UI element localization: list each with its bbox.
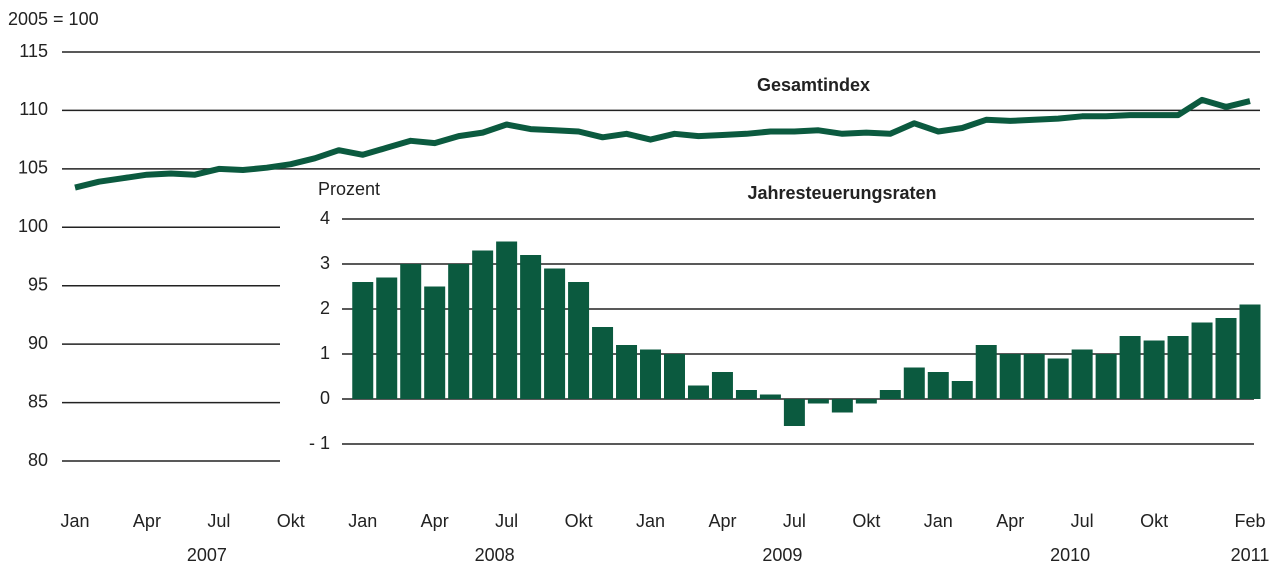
bar bbox=[1023, 354, 1045, 399]
bar bbox=[903, 367, 925, 399]
line bbox=[74, 96, 1251, 191]
bar bbox=[999, 354, 1021, 399]
bar bbox=[783, 399, 805, 426]
year-label: 2009 bbox=[762, 545, 802, 565]
bar bbox=[807, 399, 829, 404]
bar bbox=[687, 385, 709, 399]
bar bbox=[616, 345, 638, 399]
inset-y-tick-label: - 1 bbox=[309, 433, 330, 453]
bar bbox=[400, 264, 422, 399]
year-label: 2008 bbox=[475, 545, 515, 565]
x-tick-label: Okt bbox=[565, 511, 593, 531]
bar bbox=[1095, 354, 1117, 399]
year-label: 2010 bbox=[1050, 545, 1090, 565]
inset-y-tick-label: 3 bbox=[320, 253, 330, 273]
year-label: 2011 bbox=[1231, 545, 1270, 565]
bar bbox=[759, 394, 781, 399]
x-tick-label: Jan bbox=[924, 511, 953, 531]
bar bbox=[663, 354, 685, 399]
x-tick-label: Apr bbox=[996, 511, 1024, 531]
bar bbox=[831, 399, 853, 413]
x-tick-label: Jul bbox=[207, 511, 230, 531]
y-tick-label: 115 bbox=[19, 41, 48, 61]
inset-y-tick-label: 0 bbox=[320, 388, 330, 408]
inset-title: Jahresteuerungsraten bbox=[747, 183, 936, 203]
bar bbox=[376, 277, 398, 399]
bar bbox=[1047, 358, 1069, 399]
x-tick-label: Apr bbox=[421, 511, 449, 531]
x-tick-label: Apr bbox=[708, 511, 736, 531]
bar bbox=[855, 399, 877, 404]
year-label: 2007 bbox=[187, 545, 227, 565]
bar bbox=[640, 349, 662, 399]
bar bbox=[975, 345, 997, 399]
bar bbox=[448, 264, 470, 399]
x-tick-label: Jan bbox=[636, 511, 665, 531]
inset-y-label: Prozent bbox=[318, 179, 380, 199]
bar bbox=[1191, 322, 1213, 399]
x-tick-label: Feb bbox=[1234, 511, 1265, 531]
y-tick-label: 110 bbox=[19, 99, 48, 119]
bar bbox=[592, 327, 614, 399]
x-tick-label: Jan bbox=[348, 511, 377, 531]
y-tick-label: 85 bbox=[28, 391, 48, 411]
y-tick-label: 95 bbox=[28, 274, 48, 294]
bar bbox=[927, 372, 949, 399]
bar bbox=[1119, 336, 1141, 399]
line-annotation: Gesamtindex bbox=[757, 75, 870, 95]
x-tick-label: Jul bbox=[495, 511, 518, 531]
x-tick-label: Okt bbox=[277, 511, 305, 531]
bar bbox=[544, 268, 566, 399]
bar bbox=[472, 250, 494, 399]
inset-y-tick-label: 1 bbox=[320, 343, 330, 363]
x-tick-label: Okt bbox=[852, 511, 880, 531]
inset-y-tick-label: 2 bbox=[320, 298, 330, 318]
x-tick-label: Jul bbox=[1071, 511, 1094, 531]
y-tick-label: 100 bbox=[18, 216, 48, 236]
bar bbox=[520, 255, 542, 399]
y-axis-label: 2005 = 100 bbox=[8, 9, 99, 29]
bar bbox=[1167, 336, 1189, 399]
y-tick-label: 90 bbox=[28, 333, 48, 353]
bar bbox=[951, 381, 973, 399]
bar bbox=[424, 286, 446, 399]
x-tick-label: Jul bbox=[783, 511, 806, 531]
bar bbox=[496, 241, 518, 399]
inset-y-tick-label: 4 bbox=[320, 208, 330, 228]
bar bbox=[711, 372, 733, 399]
bar bbox=[735, 390, 757, 399]
bar bbox=[568, 282, 590, 399]
bar bbox=[1143, 340, 1165, 399]
x-tick-label: Jan bbox=[60, 511, 89, 531]
bar bbox=[1071, 349, 1093, 399]
bar bbox=[1215, 318, 1237, 399]
bar bbox=[352, 282, 374, 399]
bar bbox=[1239, 304, 1261, 399]
y-tick-label: 80 bbox=[28, 450, 48, 470]
x-tick-label: Apr bbox=[133, 511, 161, 531]
bar bbox=[879, 390, 901, 399]
y-tick-label: 105 bbox=[18, 158, 48, 178]
x-tick-label: Okt bbox=[1140, 511, 1168, 531]
